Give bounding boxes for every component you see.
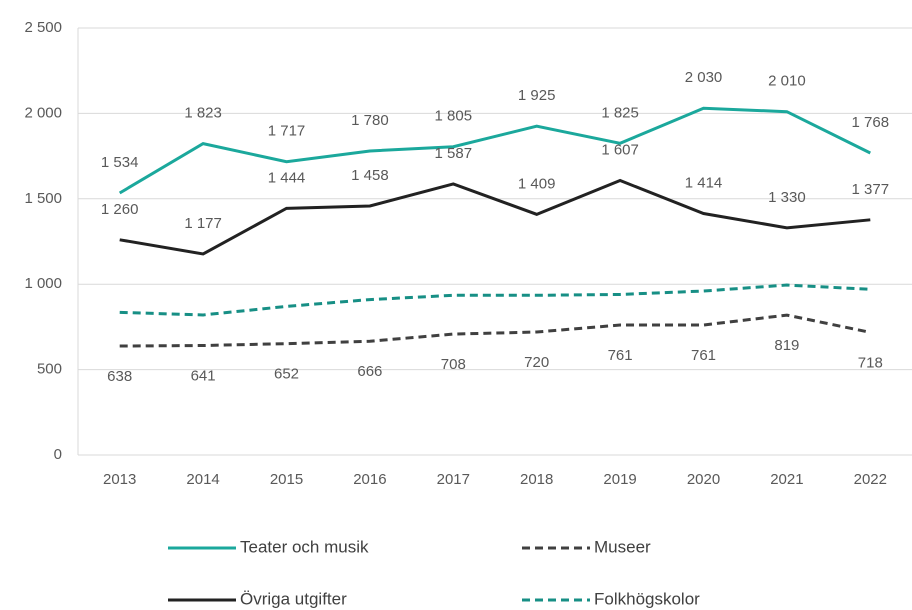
x-tick-label: 2015 (270, 471, 303, 488)
value-label: 708 (441, 356, 466, 373)
x-tick-label: 2019 (603, 471, 636, 488)
value-label: 1 414 (685, 174, 723, 191)
value-label: 1 260 (101, 201, 139, 218)
legend-label: Museer (594, 537, 651, 556)
value-label: 1 534 (101, 154, 139, 171)
value-label: 1 925 (518, 87, 556, 104)
value-label: 1 607 (601, 141, 639, 158)
value-label: 1 444 (268, 169, 306, 186)
value-label: 652 (274, 366, 299, 383)
value-label: 666 (357, 363, 382, 380)
series-line (118, 106, 871, 195)
series-line (119, 283, 871, 317)
series-line (119, 178, 871, 256)
y-tick-label: 1 000 (24, 275, 62, 292)
value-label: 1 587 (435, 145, 473, 162)
x-tick-label: 2022 (854, 471, 887, 488)
value-label: 761 (608, 347, 633, 364)
y-tick-label: 2 500 (24, 19, 62, 36)
value-label: 1 177 (184, 215, 222, 232)
y-tick-label: 1 500 (24, 190, 62, 207)
value-label: 2 010 (768, 73, 806, 90)
value-label: 1 805 (435, 108, 473, 125)
x-tick-label: 2017 (437, 471, 470, 488)
value-label: 638 (107, 368, 132, 385)
x-tick-label: 2014 (186, 471, 219, 488)
value-label: 2 030 (685, 69, 723, 86)
value-label: 1 330 (768, 189, 806, 206)
value-label: 1 825 (601, 104, 639, 121)
value-label: 1 458 (351, 167, 389, 184)
y-tick-label: 500 (37, 361, 62, 378)
value-label: 1 780 (351, 112, 389, 129)
value-label: 1 717 (268, 123, 306, 140)
legend-label: Folkhögskolor (594, 589, 700, 608)
value-label: 761 (691, 347, 716, 364)
legend-label: Teater och musik (240, 537, 369, 556)
x-tick-label: 2020 (687, 471, 720, 488)
value-label: 720 (524, 354, 549, 371)
value-label: 718 (858, 354, 883, 371)
value-label: 1 377 (852, 181, 890, 198)
x-tick-label: 2013 (103, 471, 136, 488)
x-tick-label: 2016 (353, 471, 386, 488)
x-tick-label: 2021 (770, 471, 803, 488)
value-label: 1 823 (184, 105, 222, 122)
value-label: 641 (191, 367, 216, 384)
y-tick-label: 2 000 (24, 104, 62, 121)
value-label: 1 768 (852, 114, 890, 131)
value-label: 1 409 (518, 175, 556, 192)
series-line (119, 313, 871, 348)
legend-label: Övriga utgifter (240, 589, 347, 608)
y-tick-label: 0 (54, 446, 62, 463)
value-label: 819 (774, 337, 799, 354)
x-tick-label: 2018 (520, 471, 553, 488)
